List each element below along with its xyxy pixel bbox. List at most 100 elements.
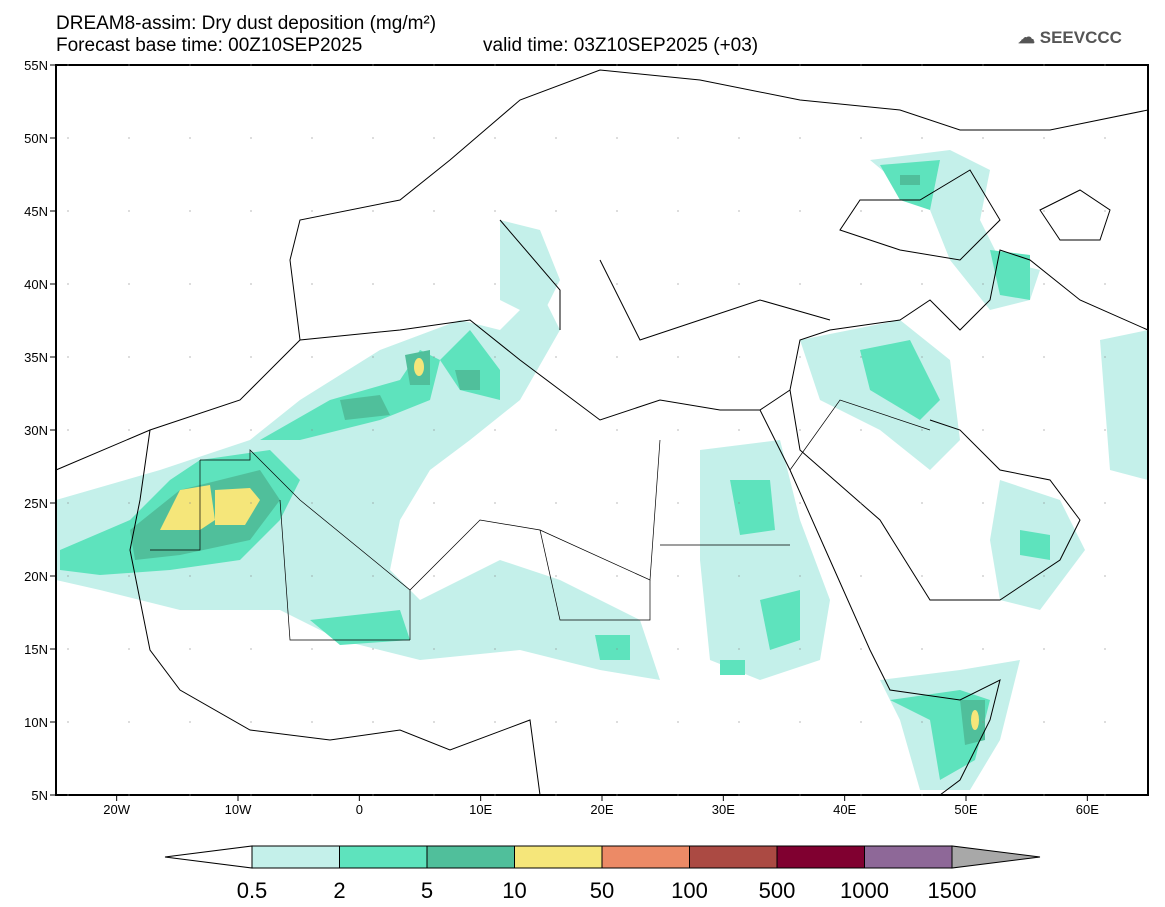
grid-dot <box>799 283 801 285</box>
grid-dot <box>372 575 374 577</box>
colorbar-swatch <box>776 845 865 869</box>
grid-dot <box>555 137 557 139</box>
colorbar-label: 50 <box>589 878 615 903</box>
grid-dot <box>1104 356 1106 358</box>
grid-dot <box>677 356 679 358</box>
lon-label: 10W <box>225 802 252 817</box>
grid-dot <box>738 283 740 285</box>
grid-dot <box>860 429 862 431</box>
grid-dot <box>921 575 923 577</box>
level-0.5 <box>56 150 1148 790</box>
lat-label: 15N <box>24 642 48 657</box>
grid-dot <box>311 429 313 431</box>
grid-dot <box>1043 575 1045 577</box>
colorbar-label: 0.5 <box>236 878 268 903</box>
grid-dot <box>372 283 374 285</box>
lat-label: 50N <box>24 131 48 146</box>
colorbar-label: 1000 <box>840 878 889 903</box>
grid-dot <box>616 721 618 723</box>
grid-dot <box>189 794 191 796</box>
lat-label: 30N <box>24 423 48 438</box>
grid-dot <box>494 502 496 504</box>
grid-dot <box>677 721 679 723</box>
grid-dot <box>67 137 69 139</box>
grid-dot <box>860 210 862 212</box>
coastlines <box>55 69 1149 796</box>
grid-dot <box>1104 794 1106 796</box>
grid-dot <box>189 721 191 723</box>
grid-dot <box>799 429 801 431</box>
grid-dot <box>494 283 496 285</box>
grid-dot <box>311 721 313 723</box>
grid-dot <box>311 356 313 358</box>
grid-dot <box>799 210 801 212</box>
grid-dot <box>555 429 557 431</box>
grid-dot <box>311 575 313 577</box>
grid-dot <box>311 210 313 212</box>
grid-dot <box>921 721 923 723</box>
grid-dot <box>494 429 496 431</box>
grid-dot <box>67 210 69 212</box>
grid-dot <box>799 575 801 577</box>
grid-dot <box>921 502 923 504</box>
grid-dot <box>860 794 862 796</box>
colorbar-label: 100 <box>671 878 708 903</box>
grid-dot <box>921 283 923 285</box>
grid-dot <box>250 648 252 650</box>
grid-dot <box>250 429 252 431</box>
grid-dot <box>433 575 435 577</box>
grid-dot <box>860 356 862 358</box>
colorbar-label: 1500 <box>927 878 977 903</box>
lon-label: 60E <box>1076 802 1099 817</box>
grid-dot <box>250 210 252 212</box>
dust-deposition-field <box>56 150 1148 790</box>
grid-dot <box>860 575 862 577</box>
grid-dot <box>372 794 374 796</box>
grid-dot <box>1043 64 1045 66</box>
grid-dot <box>1043 356 1045 358</box>
lat-label: 5N <box>31 788 48 803</box>
grid-dot <box>616 356 618 358</box>
grid-dot <box>494 356 496 358</box>
grid-dot <box>677 794 679 796</box>
logo-text: SEEVCCC <box>1039 28 1122 47</box>
grid-dot <box>677 210 679 212</box>
grid-dot <box>921 794 923 796</box>
grid-dot <box>1104 283 1106 285</box>
grid-dot <box>67 502 69 504</box>
grid-dot <box>494 575 496 577</box>
grid-dot <box>738 210 740 212</box>
grid-dot <box>738 356 740 358</box>
grid-dot <box>799 794 801 796</box>
grid-dot <box>372 210 374 212</box>
grid-dot <box>433 137 435 139</box>
grid-dot <box>67 283 69 285</box>
grid-dot <box>311 648 313 650</box>
grid-dot <box>1104 210 1106 212</box>
grid-dot <box>67 429 69 431</box>
colorbar-swatch <box>426 845 515 869</box>
grid-dot <box>250 356 252 358</box>
grid-dot <box>860 721 862 723</box>
grid-dot <box>982 502 984 504</box>
grid-dot <box>921 137 923 139</box>
grid-dot <box>1104 502 1106 504</box>
grid-dot <box>189 356 191 358</box>
grid-dot <box>433 283 435 285</box>
grid-dot <box>250 137 252 139</box>
grid-dot <box>433 429 435 431</box>
lon-label: 20W <box>103 802 130 817</box>
grid-dot <box>616 794 618 796</box>
grid-dot <box>1104 137 1106 139</box>
grid-dot <box>555 794 557 796</box>
grid-dot <box>921 429 923 431</box>
grid-dot <box>555 575 557 577</box>
grid-dot <box>433 648 435 650</box>
grid-dot <box>189 502 191 504</box>
grid-dot <box>860 648 862 650</box>
grid-dot <box>311 283 313 285</box>
grid-dot <box>738 721 740 723</box>
valid-time: valid time: 03Z10SEP2025 (+03) <box>483 35 759 56</box>
colorbar-swatch <box>601 845 690 869</box>
grid-dot <box>738 429 740 431</box>
